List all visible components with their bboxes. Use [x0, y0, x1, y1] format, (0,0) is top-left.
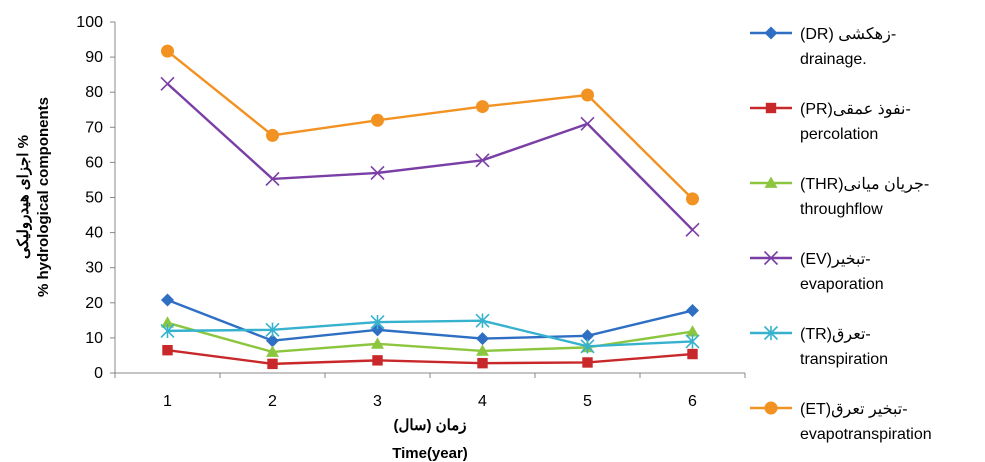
legend-label: (DR) زهکشی- — [800, 26, 896, 43]
series-layer — [160, 44, 700, 370]
data-point-x — [685, 222, 700, 237]
data-point-square — [267, 358, 278, 370]
data-point-diamond — [764, 26, 778, 40]
legend-label-en: evaporation — [800, 276, 884, 293]
y-tick-label: 100 — [76, 14, 103, 31]
data-point-triangle — [371, 337, 384, 349]
data-point-star — [685, 334, 700, 349]
y-axis-title-fa: اجزای هیدرولیکی % — [15, 135, 32, 259]
legend-label-en: drainage. — [800, 51, 867, 68]
legend-item: (DR) زهکشی-drainage. — [750, 26, 896, 68]
data-point-star — [580, 339, 595, 354]
x-tick-label: 5 — [583, 393, 592, 410]
x-axis-title-en: Time(year) — [392, 445, 468, 462]
legend-label-en: percolation — [800, 126, 878, 143]
series-line — [167, 348, 693, 366]
data-point-star — [370, 314, 385, 330]
legend-label-en: evapotranspiration — [800, 426, 932, 443]
series-line — [167, 321, 693, 354]
data-point-diamond — [266, 334, 279, 348]
x-tick-label: 1 — [163, 393, 172, 410]
data-point-x — [475, 153, 490, 168]
series-evapotranspiration — [161, 44, 699, 206]
legend-label: (ET)تبخیر تعرق- — [800, 401, 908, 418]
data-point-star — [475, 313, 490, 328]
legend-label-en: throughflow — [800, 201, 883, 218]
series-line — [167, 298, 693, 342]
series-drainage — [161, 293, 699, 348]
data-point-square — [477, 357, 488, 369]
series-evaporation — [160, 76, 700, 237]
data-point-star — [763, 325, 779, 341]
x-tick-label: 2 — [268, 393, 277, 410]
y-tick-labels: 0 10 20 30 40 50 60 70 80 90 100 — [76, 14, 115, 382]
y-tick-label: 10 — [85, 330, 103, 347]
legend-item: (THR)جریان میانی-throughflow — [750, 176, 929, 218]
legend-item: (EV)تبخیر-evaporation — [750, 250, 884, 293]
data-point-x — [763, 250, 779, 266]
data-point-diamond — [581, 329, 594, 343]
data-point-diamond — [161, 293, 174, 307]
y-tick-label: 80 — [85, 84, 103, 101]
legend-label: (TR)تعرق- — [800, 326, 871, 343]
x-axis-title-fa: زمان (سال) — [393, 417, 466, 434]
data-point-x — [265, 171, 280, 186]
x-tick-labels: 1 2 3 4 5 6 — [114, 373, 746, 410]
series-line — [166, 50, 694, 200]
legend: (DR) زهکشی-drainage. (PR)نفوذ عمقی-percol… — [750, 26, 932, 443]
legend-item: (ET)تبخیر تعرق-evapotranspiration — [750, 401, 932, 443]
data-point-square — [687, 348, 698, 360]
y-axis-title-en: % hydrological components — [35, 97, 52, 297]
data-point-triangle — [686, 325, 699, 337]
data-point-diamond — [371, 323, 384, 337]
data-point-circle — [476, 100, 489, 114]
data-point-circle — [686, 192, 699, 206]
data-point-circle — [266, 128, 279, 142]
legend-label: (THR)جریان میانی- — [800, 176, 929, 193]
x-tick-label: 3 — [373, 393, 382, 410]
data-point-circle — [161, 44, 174, 58]
legend-label-en: transpiration — [800, 351, 888, 368]
data-point-square — [162, 344, 173, 356]
data-point-diamond — [476, 332, 489, 346]
data-point-circle — [371, 113, 384, 127]
data-point-x — [580, 116, 595, 131]
x-tick-label: 4 — [478, 393, 487, 410]
y-tick-label: 50 — [85, 190, 103, 207]
series-line — [166, 82, 694, 231]
series-line — [167, 319, 693, 348]
data-point-diamond — [686, 304, 699, 318]
legend-item: (PR)نفوذ عمقی-percolation — [750, 101, 911, 143]
y-tick-label: 30 — [85, 260, 103, 277]
legend-item: (TR)تعرق-transpiration — [750, 325, 888, 368]
series-percolation — [162, 344, 698, 370]
data-point-circle — [581, 88, 594, 102]
data-point-triangle — [476, 344, 489, 356]
y-tick-label: 70 — [85, 119, 103, 136]
y-tick-label: 90 — [85, 49, 103, 66]
data-point-triangle — [764, 176, 778, 188]
data-point-circle — [764, 401, 778, 415]
y-tick-label: 60 — [85, 154, 103, 171]
data-point-triangle — [161, 316, 174, 328]
data-point-square — [765, 102, 777, 114]
series-transpiration — [160, 313, 700, 354]
x-tick-label: 6 — [688, 393, 697, 410]
y-tick-label: 0 — [94, 365, 103, 382]
legend-label: (EV)تبخیر- — [800, 251, 871, 268]
data-point-x — [370, 165, 385, 180]
data-point-star — [160, 323, 175, 339]
y-tick-label: 20 — [85, 295, 103, 312]
data-point-square — [372, 355, 383, 366]
data-point-star — [265, 322, 280, 337]
data-point-square — [582, 357, 593, 368]
legend-label: (PR)نفوذ عمقی- — [800, 101, 911, 118]
y-tick-label: 40 — [85, 225, 103, 242]
data-point-x — [160, 76, 175, 91]
data-point-triangle — [266, 345, 279, 357]
